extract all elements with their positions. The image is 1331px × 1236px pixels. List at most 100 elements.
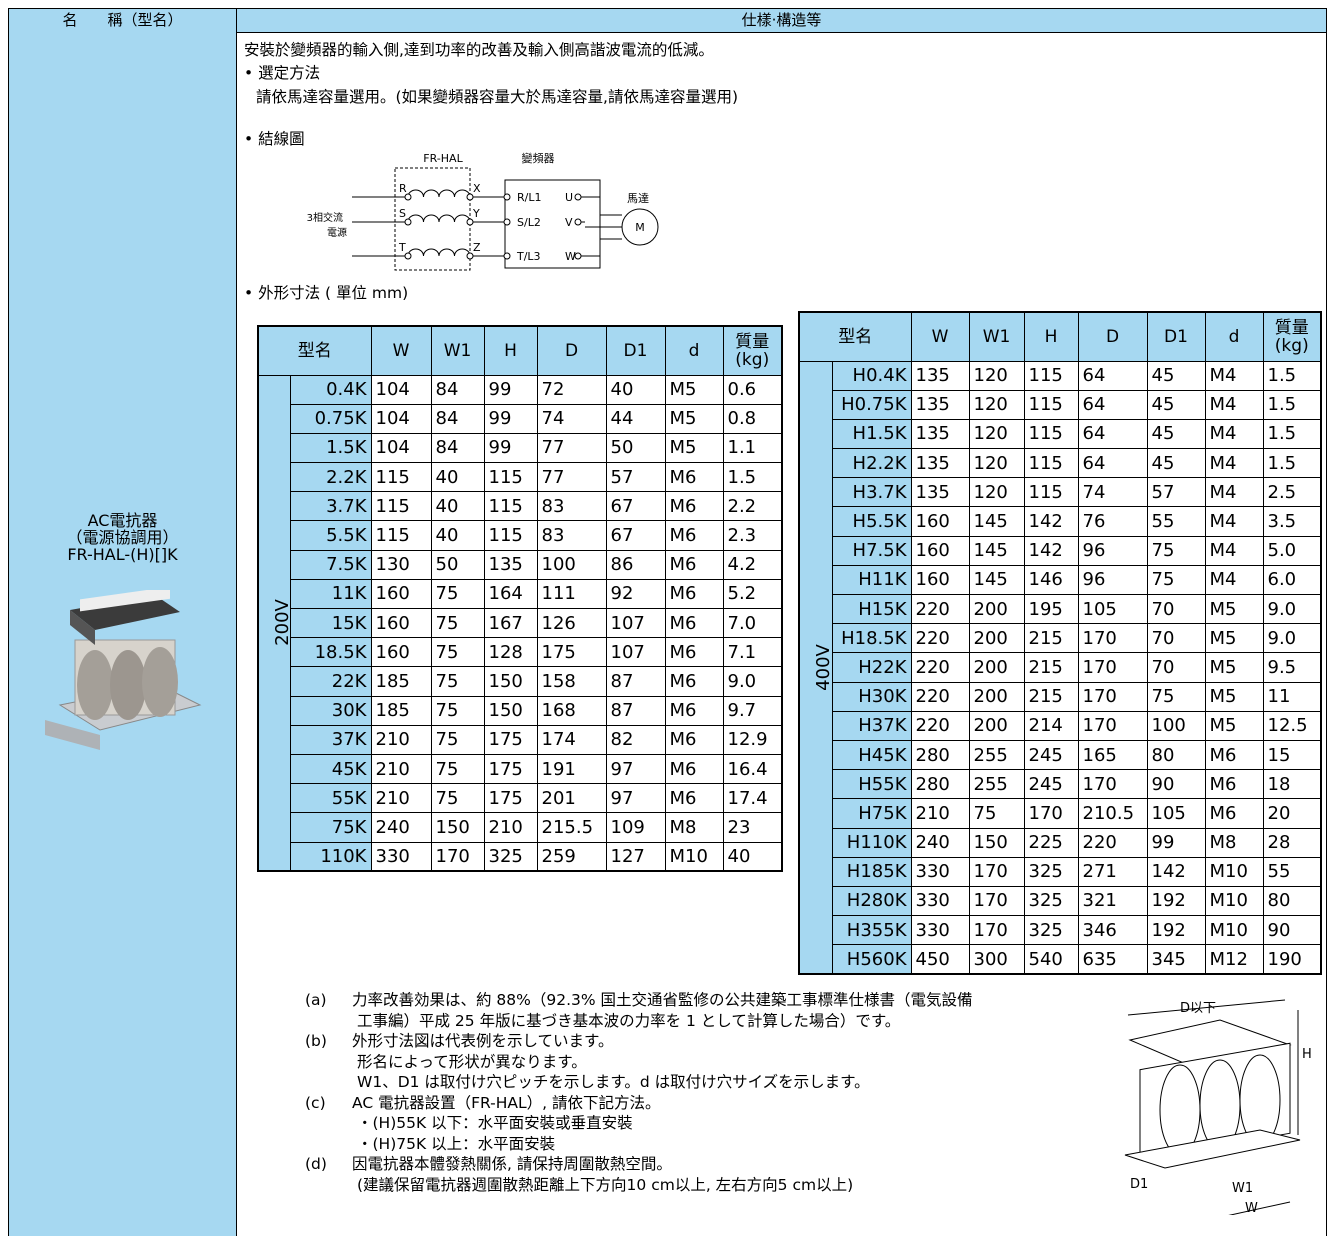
table-row: H1.5K 135 120 115 64 45 M4 1.5 — [799, 418, 1322, 450]
value-cell: 280 — [910, 739, 970, 771]
table-row: 7.5K 130 50 135 100 86 M6 4.2 — [258, 549, 783, 580]
value-cell: 55 — [1146, 506, 1206, 537]
header-spec: 仕樣‧構造等 — [236, 8, 1327, 33]
column-header: W — [370, 325, 432, 376]
value-cell: 7.0 — [722, 607, 783, 639]
value-cell: 214 — [1023, 710, 1079, 741]
value-cell: 300 — [968, 944, 1025, 975]
value-cell: 200 — [968, 710, 1025, 741]
value-cell: 82 — [605, 724, 666, 755]
table-row: 15K 160 75 167 126 107 M6 7.0 — [258, 607, 783, 639]
value-cell: 100 — [536, 549, 607, 580]
value-cell: 158 — [536, 666, 607, 697]
value-cell: 70 — [1146, 623, 1206, 654]
value-cell: M10 — [1204, 856, 1264, 887]
value-cell: 210 — [370, 724, 432, 755]
voltage-label: 200V — [271, 599, 290, 647]
value-cell: 115 — [1023, 389, 1079, 420]
note-text: 力率改善効果は、約 88%（92.3% 国土交通省監修の公共建築工事標準仕様書（… — [352, 991, 973, 1009]
product-line: （電源協調用） — [66, 528, 179, 547]
model-cell: H7.5K — [831, 535, 912, 566]
value-cell: M4 — [1204, 477, 1264, 508]
value-cell: 75 — [430, 753, 485, 785]
note-text: ・(H)55K 以下：水平面安裝或垂直安裝 — [357, 1114, 633, 1132]
value-cell: 1.5 — [1262, 448, 1322, 479]
note-tag: (d) — [305, 1155, 327, 1173]
value-cell: 105 — [1146, 798, 1206, 829]
dim-title: • 外形寸法 ( 單位 mm) — [244, 284, 409, 302]
note-tag: (b) — [305, 1032, 327, 1050]
model-cell: 0.75K — [289, 403, 372, 434]
value-cell: M4 — [1204, 506, 1264, 537]
model-cell: 7.5K — [289, 549, 372, 580]
value-cell: 115 — [483, 462, 538, 493]
table-row: 11K 160 75 164 111 92 M6 5.2 — [258, 578, 783, 610]
value-cell: 74 — [536, 403, 607, 434]
value-cell: 80 — [1146, 739, 1206, 771]
table-row: 18.5K 160 75 128 175 107 M6 7.1 — [258, 637, 783, 668]
model-cell: 2.2K — [289, 462, 372, 493]
value-cell: 174 — [536, 724, 607, 755]
terminal-label: W — [565, 250, 576, 263]
value-cell: 74 — [1077, 477, 1148, 508]
value-cell: 87 — [605, 695, 666, 726]
inverter-label: 變頻器 — [522, 151, 555, 165]
terminal-label: T — [398, 241, 406, 254]
value-cell: M6 — [1204, 798, 1264, 829]
terminal-label: V — [565, 216, 573, 229]
value-cell: 200 — [968, 652, 1025, 683]
value-cell: 1.5 — [1262, 418, 1322, 450]
value-cell: 325 — [1023, 885, 1079, 917]
value-cell: M6 — [664, 549, 724, 580]
model-cell: 45K — [289, 753, 372, 785]
table-200v: 型名 W W1 H D D1 d 質量 (kg) 200V 0.4K 104 84 99 72 40 M5 0.… — [257, 325, 783, 873]
right-column — [236, 32, 1327, 1236]
value-cell: 96 — [1077, 535, 1148, 566]
table-row: 110K 330 170 325 259 127 M10 40 — [258, 841, 783, 872]
value-cell: M5 — [664, 403, 724, 434]
model-cell: H15K — [831, 593, 912, 625]
value-cell: 57 — [1146, 477, 1206, 508]
value-cell: 192 — [1146, 915, 1206, 946]
value-cell: 75 — [968, 798, 1025, 829]
value-cell: 90 — [1262, 915, 1322, 946]
value-cell: 168 — [536, 695, 607, 726]
note-tag: (c) — [305, 1093, 326, 1112]
value-cell: 70 — [1146, 652, 1206, 683]
value-cell: 450 — [910, 944, 970, 975]
value-cell: M6 — [1204, 739, 1264, 771]
voltage-cell: 200V — [257, 374, 291, 872]
value-cell: 200 — [968, 623, 1025, 654]
value-cell: 150 — [483, 695, 538, 726]
source-label: 電源 — [327, 226, 347, 239]
table-row: H37K 220 200 214 170 100 M5 12.5 — [799, 710, 1322, 741]
value-cell: 111 — [536, 578, 607, 610]
value-cell: M6 — [664, 753, 724, 785]
value-cell: 126 — [536, 607, 607, 639]
value-cell: 164 — [483, 578, 538, 610]
model-cell: H1.5K — [831, 418, 912, 450]
value-cell: 135 — [910, 477, 970, 508]
column-header: 型名 — [257, 325, 372, 376]
model-cell: H18.5K — [831, 623, 912, 654]
value-cell: 75 — [430, 783, 485, 814]
model-cell: H5.5K — [831, 506, 912, 537]
value-cell: 220 — [910, 593, 970, 625]
value-cell: M6 — [664, 520, 724, 551]
value-cell: 345 — [1146, 944, 1206, 975]
table-row: H7.5K 160 145 142 96 75 M4 5.0 — [799, 535, 1322, 566]
value-cell: 160 — [370, 607, 432, 639]
table-row: H30K 220 200 215 170 75 M5 11 — [799, 681, 1322, 712]
value-cell: 145 — [968, 535, 1025, 566]
column-header: D — [536, 325, 607, 376]
terminal — [404, 252, 412, 260]
value-cell: 330 — [910, 885, 970, 917]
value-cell: 185 — [370, 666, 432, 697]
terminal — [574, 252, 582, 260]
terminal — [503, 193, 511, 201]
terminal-label: U — [565, 191, 573, 204]
terminal — [466, 193, 474, 201]
table-row: H560K 450 300 540 635 345 M12 190 — [799, 944, 1322, 975]
model-cell: H185K — [831, 856, 912, 887]
value-cell: 210.5 — [1077, 798, 1148, 829]
